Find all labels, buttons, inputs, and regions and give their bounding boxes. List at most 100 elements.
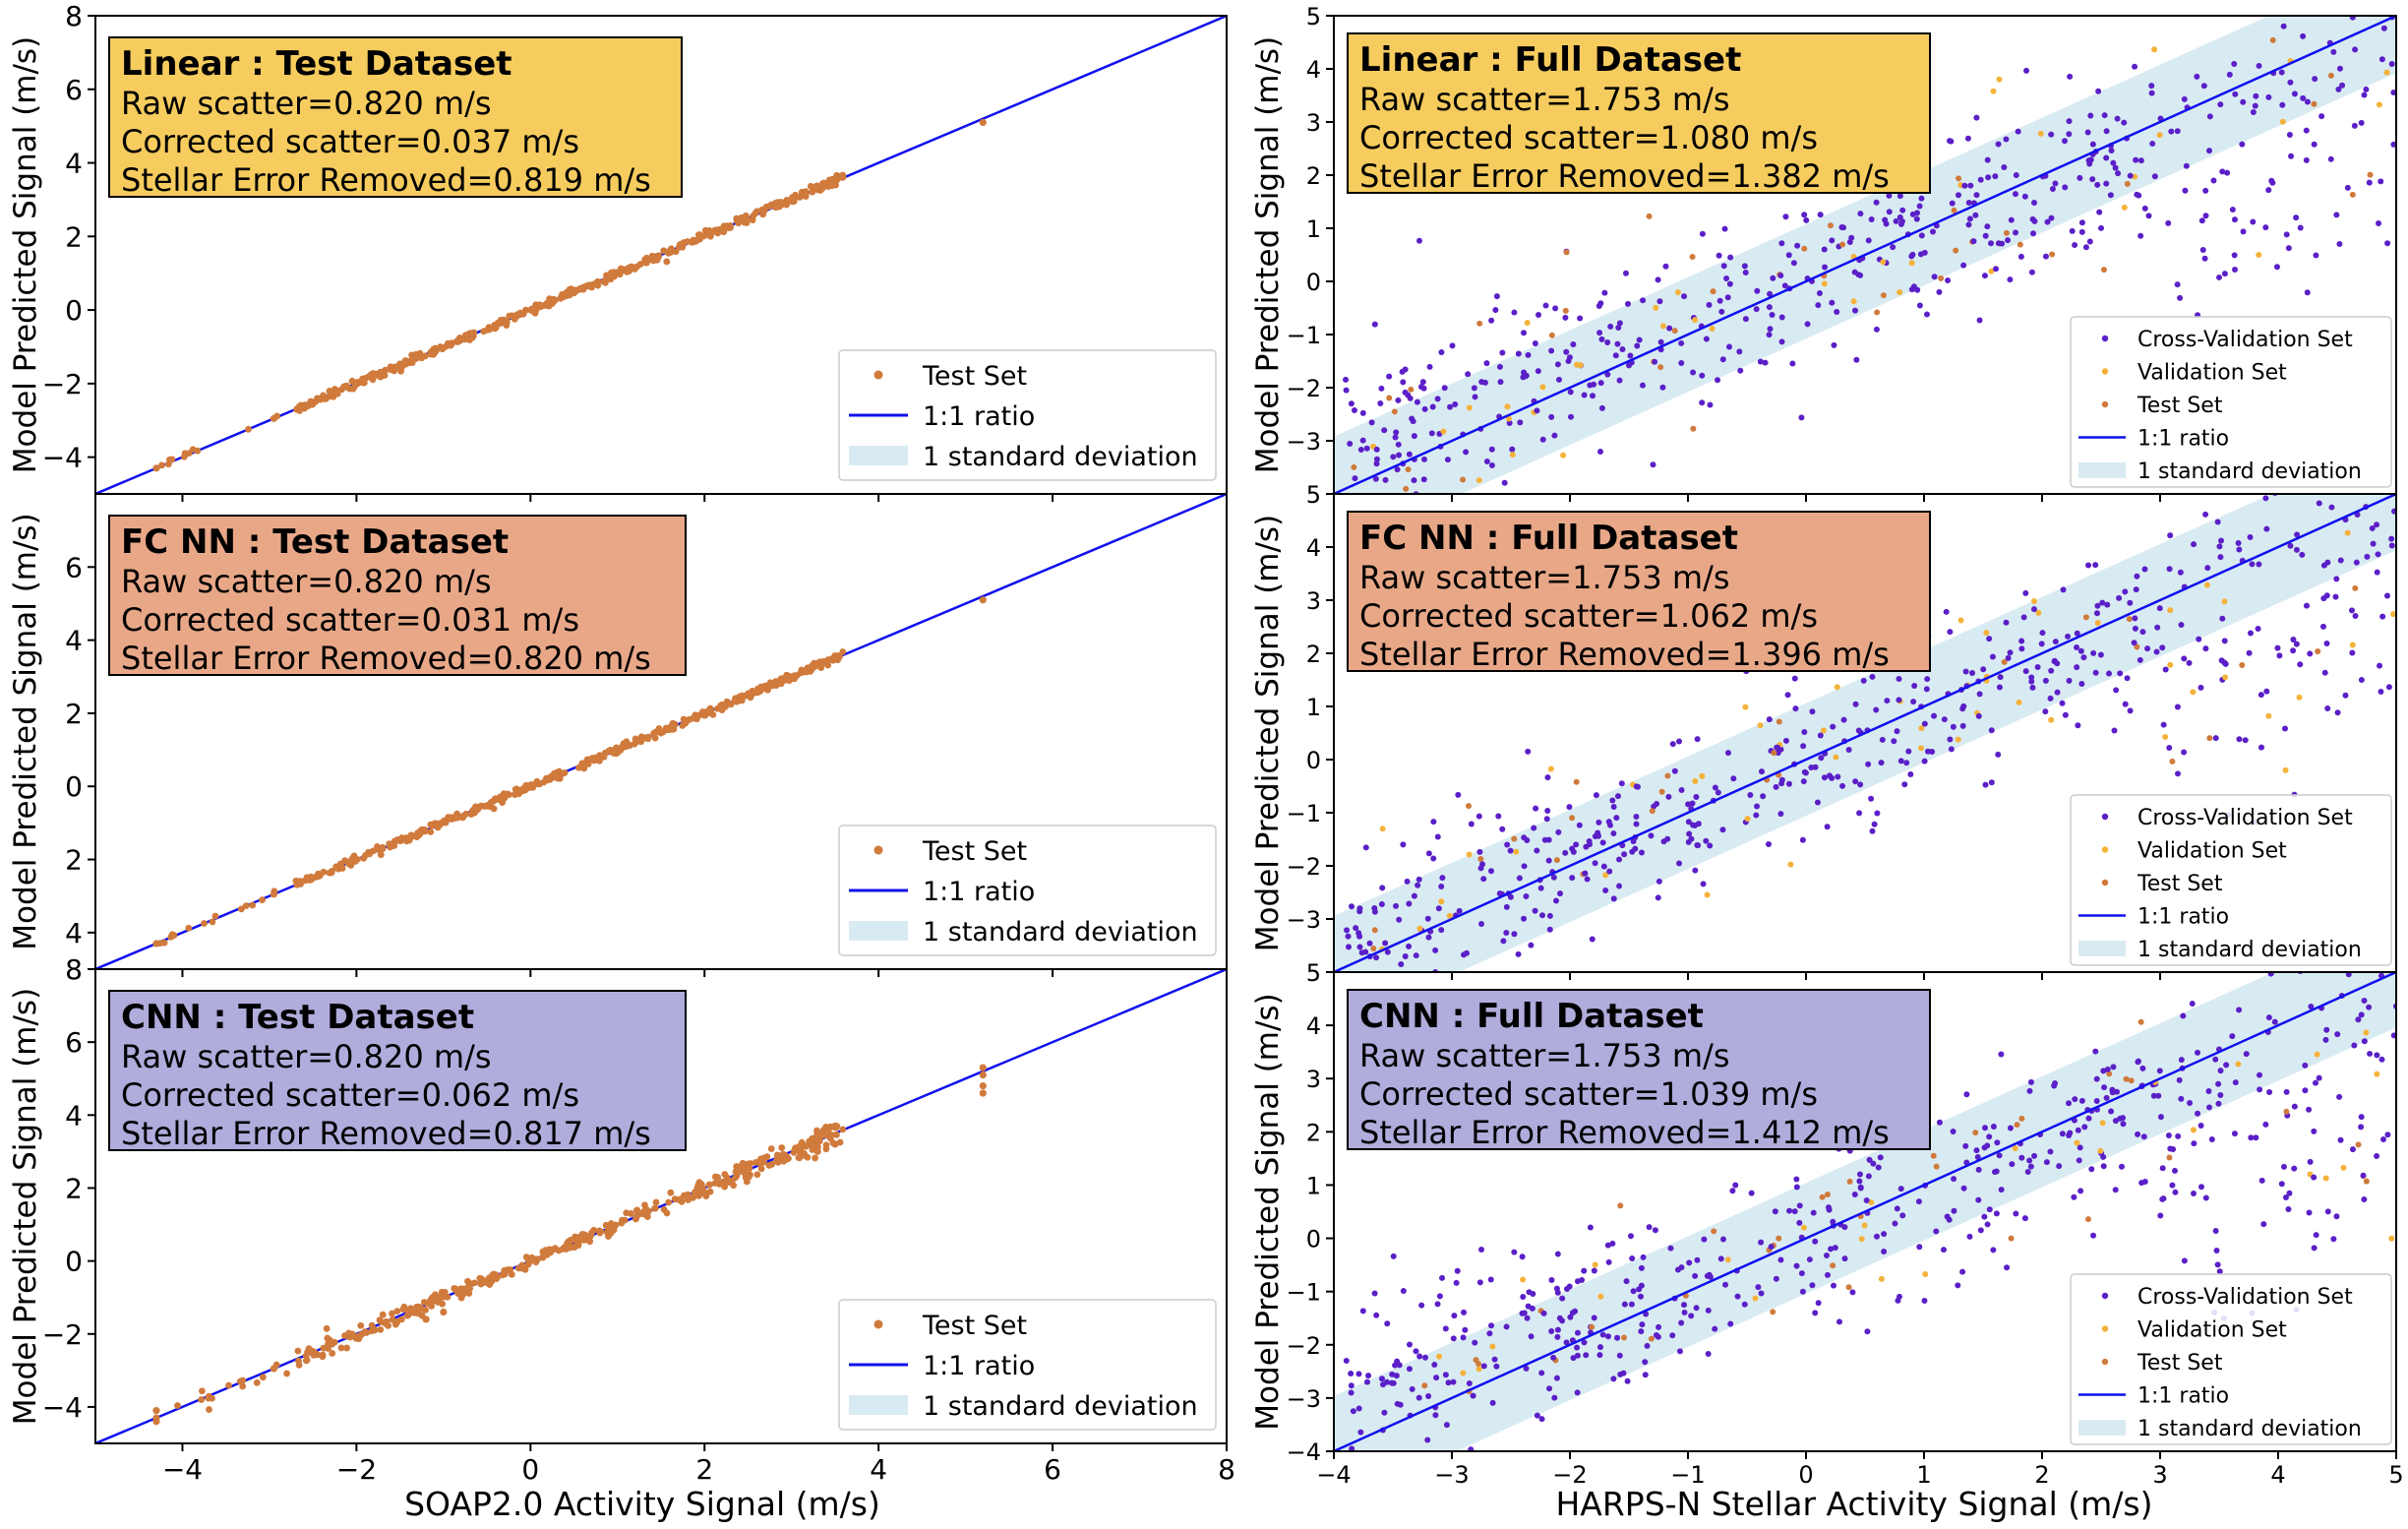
validation-point — [1475, 477, 1482, 484]
test-point — [493, 1275, 501, 1283]
cv-point — [1548, 347, 1555, 354]
right-xtick-label: 2 — [2034, 1461, 2049, 1489]
cv-point — [1438, 348, 1445, 355]
right-panel-2-title: FC NN : Full Dataset — [1359, 519, 1738, 558]
validation-point — [1520, 1276, 1527, 1283]
left-xtick-label: 6 — [1044, 1453, 1061, 1486]
cv-point — [2212, 735, 2219, 742]
cv-point — [2342, 692, 2349, 699]
cv-point — [1947, 138, 1954, 145]
cv-point — [2030, 230, 2037, 237]
cv-point — [1646, 1224, 1653, 1231]
cv-point — [1348, 1371, 1354, 1377]
cv-point — [2279, 101, 2286, 108]
cv-point — [2133, 586, 2139, 593]
cv-point — [2223, 1062, 2230, 1069]
test-point — [1938, 275, 1945, 281]
cv-point — [2232, 91, 2239, 97]
cv-point — [1566, 804, 1573, 811]
test-point — [2085, 1216, 2092, 1223]
test-point — [320, 1344, 328, 1352]
cv-point — [1642, 1359, 1649, 1366]
test-point — [343, 1344, 350, 1352]
cv-point — [2316, 500, 2322, 507]
cv-point — [1366, 981, 1372, 987]
legend-test-marker — [873, 1319, 883, 1329]
cv-point — [1343, 387, 1350, 394]
cv-point — [2080, 654, 2087, 661]
right-ylabel: Model Predicted Signal (m/s) — [1250, 993, 1286, 1430]
test-point — [788, 197, 796, 204]
right-xtick-label: −2 — [1552, 1461, 1587, 1489]
cv-point — [2239, 141, 2246, 148]
cv-point — [1548, 413, 1555, 420]
test-point — [326, 388, 333, 395]
test-point — [680, 239, 688, 246]
right-ytick-label: 4 — [1306, 56, 1321, 84]
cv-point — [2208, 1136, 2215, 1143]
test-point — [503, 322, 511, 330]
legend-line-label: 1:1 ratio — [2137, 905, 2229, 930]
cv-point — [1400, 841, 1407, 848]
cv-point — [2007, 276, 2014, 283]
cv-point — [1439, 1274, 1446, 1281]
cv-point — [1886, 209, 1893, 215]
cv-point — [2351, 122, 2358, 129]
cv-point — [1857, 211, 1864, 217]
cv-point — [1767, 326, 1774, 333]
validation-point — [1834, 684, 1840, 691]
cv-point — [1873, 326, 1880, 333]
cv-point — [2278, 69, 2285, 76]
cv-point — [2337, 557, 2344, 564]
cv-point — [1528, 942, 1535, 948]
test-point — [332, 863, 340, 871]
cv-point — [1478, 920, 1485, 927]
cv-point — [2300, 32, 2307, 39]
cv-point — [2336, 1093, 2343, 1100]
cv-point — [2304, 289, 2311, 296]
cv-point — [2005, 654, 2012, 661]
cv-point — [1451, 1313, 1458, 1319]
cv-point — [1610, 895, 1617, 902]
test-point — [343, 382, 351, 390]
cv-point — [1479, 861, 1486, 868]
cv-point — [2081, 1124, 2088, 1131]
cv-point — [1986, 1133, 1993, 1140]
cv-point — [1865, 1173, 1872, 1180]
cv-point — [1989, 653, 1996, 660]
cv-point — [1896, 193, 1903, 200]
cv-point — [1545, 857, 1552, 864]
cv-point — [1798, 1270, 1805, 1277]
cv-point — [1476, 848, 1483, 855]
cv-point — [2084, 129, 2091, 136]
test-point — [767, 1145, 775, 1152]
cv-point — [1534, 407, 1540, 414]
cv-point — [1975, 1166, 1982, 1173]
validation-point — [2388, 1235, 2395, 1242]
cv-point — [1851, 269, 1858, 275]
cv-point — [1521, 915, 1528, 922]
test-point — [730, 1182, 738, 1190]
test-point — [331, 386, 338, 393]
cv-point — [1818, 755, 1825, 762]
test-point — [471, 1279, 478, 1287]
cv-point — [2390, 141, 2396, 148]
cv-point — [1487, 1276, 1494, 1283]
test-point — [757, 1165, 765, 1173]
cv-point — [1516, 875, 1523, 882]
test-point — [727, 223, 734, 231]
cv-point — [1570, 1355, 1577, 1362]
test-point — [2206, 735, 2213, 742]
cv-point — [1977, 176, 1984, 183]
legend-test-marker — [873, 845, 883, 855]
left-panel-2-stellar-error-removed: Stellar Error Removed=0.820 m/s — [121, 640, 651, 677]
cv-point — [1574, 1352, 1581, 1359]
test-point — [736, 695, 744, 703]
cv-point — [1944, 1213, 1951, 1220]
cv-point — [1959, 722, 1966, 729]
cv-point — [2231, 267, 2238, 274]
cv-point — [1793, 1176, 1800, 1183]
cv-point — [1366, 940, 1373, 947]
left-panel-3-corrected-scatter: Corrected scatter=0.062 m/s — [121, 1076, 579, 1114]
legend-band-marker — [2078, 1420, 2126, 1436]
